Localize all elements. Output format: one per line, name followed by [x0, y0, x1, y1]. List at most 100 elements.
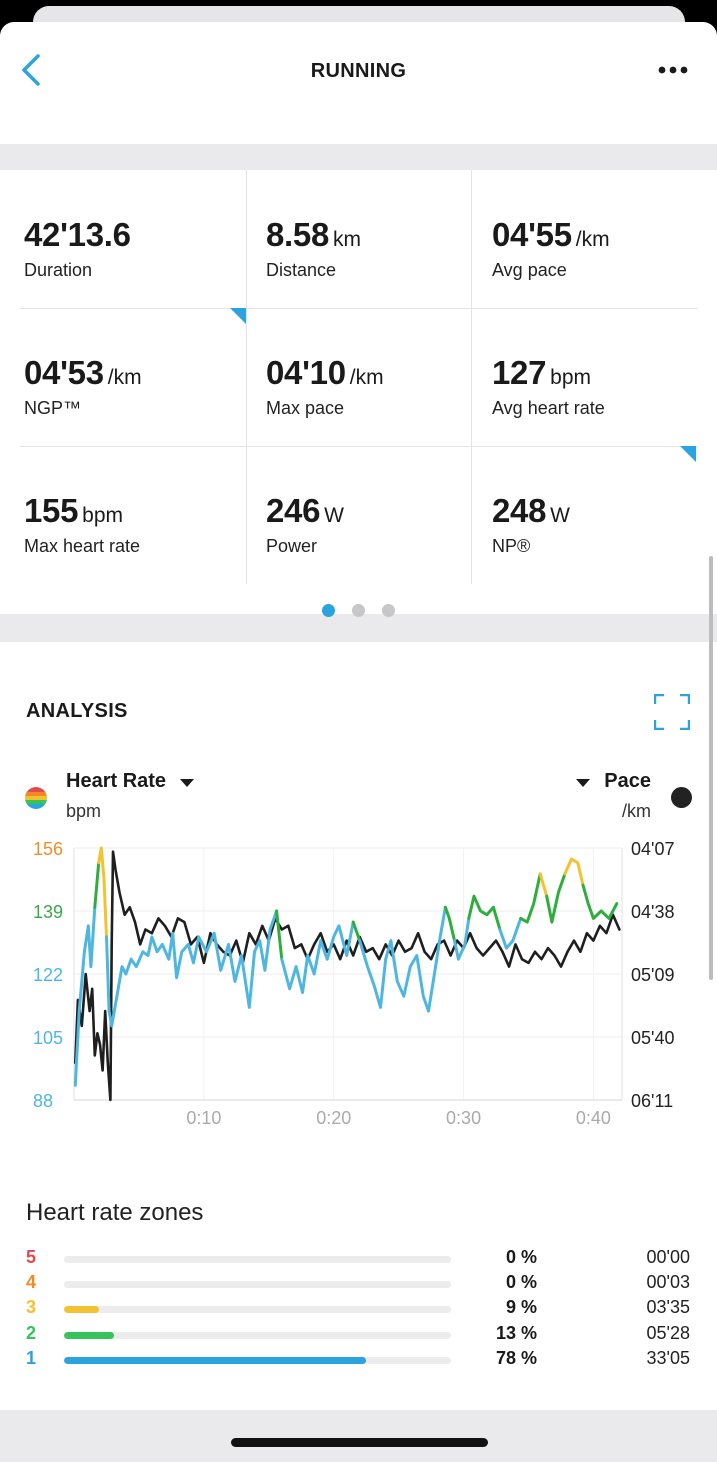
zone-bar-track: [64, 1281, 451, 1289]
stat-value: 42'13.6: [24, 216, 131, 253]
scrollbar[interactable]: [709, 556, 713, 980]
stat-unit: /km: [349, 366, 384, 389]
back-button[interactable]: [18, 52, 48, 88]
y-right-tick-label: 05'09: [631, 965, 674, 985]
zone-time: 00'03: [646, 1272, 690, 1293]
expand-icon: [653, 693, 691, 731]
stat-label: Duration: [24, 260, 93, 280]
stat-label: Max heart rate: [24, 536, 141, 556]
zone-bar-fill: [64, 1331, 115, 1339]
heart-rate-series-segment: [581, 883, 619, 920]
heart-rate-series-segment: [519, 872, 542, 924]
more-options-button[interactable]: [657, 60, 689, 80]
stat-label: Max pace: [266, 398, 345, 418]
zone-bar-track: [64, 1306, 451, 1314]
chevron-left-icon: [22, 54, 40, 86]
heart-rate-pace-chart[interactable]: 156 04'07 139 04'38 122 05'09 105 05'40 88 06'11 0…: [0, 832, 717, 1172]
stat-value: 246: [266, 492, 321, 529]
heart-rate-series-segment: [97, 846, 108, 939]
fullscreen-button[interactable]: [653, 693, 691, 731]
heart-rate-series-segment: [93, 861, 101, 909]
stat-value: 248: [492, 492, 547, 529]
heart-rate-series-segment: [358, 905, 447, 1013]
stat-label: NP®: [492, 536, 531, 556]
y-left-tick-label: 139: [33, 902, 63, 922]
y-left-tick-label: 88: [33, 1091, 53, 1111]
y-right-tick-label: 04'38: [631, 902, 674, 922]
stat-distance: 8.58 km Distance: [242, 170, 467, 308]
bottom-section-divider: [0, 1410, 717, 1462]
left-metric-unit: bpm: [66, 801, 102, 821]
info-corner-marker: [680, 446, 696, 462]
grid-divider: [20, 308, 698, 309]
pace-legend-icon: [671, 787, 692, 808]
zone-bar-fill: [64, 1306, 99, 1314]
dropdown-arrow-icon: [576, 778, 591, 787]
zone-bar-track: [64, 1356, 451, 1364]
zone-bar-track: [64, 1331, 451, 1339]
y-left-tick-label: 156: [33, 839, 63, 859]
heart-rate-series-segment: [275, 909, 284, 961]
stat-ngp[interactable]: 04'53/km NGP™: [0, 308, 225, 446]
home-indicator[interactable]: [231, 1438, 488, 1447]
heart-rate-series-segment: [351, 920, 362, 943]
stat-value: 8.58: [266, 216, 330, 253]
left-metric-dropdown[interactable]: Heart Rate: [66, 770, 195, 793]
zone-number: 5: [26, 1247, 37, 1267]
heart-rate-series-segment: [453, 916, 471, 961]
zone-number: 3: [26, 1297, 37, 1318]
zone-row-2: 2 13 % 05'28: [0, 1323, 717, 1347]
zone-bar-fill: [64, 1356, 366, 1364]
stat-max-pace: 04'10/km Max pace: [242, 308, 467, 446]
dropdown-arrow-icon: [180, 778, 195, 787]
heart-rate-series-segment: [105, 909, 279, 1028]
stat-label: Power: [266, 536, 318, 556]
heart-rate-series-segment: [498, 916, 523, 950]
page-dot-3[interactable]: [382, 604, 395, 617]
heart-rate-series-segment: [563, 857, 585, 887]
page-dot-1[interactable]: [322, 604, 335, 617]
grid-divider: [471, 170, 472, 584]
zone-row-3: 3 9 % 03'35: [0, 1297, 717, 1321]
zone-time: 33'05: [646, 1347, 690, 1368]
x-tick-label: 0:20: [316, 1108, 351, 1128]
stat-max-heart-rate: 155 bpm Max heart rate: [0, 446, 225, 584]
stat-unit: bpm: [82, 504, 124, 527]
zone-time: 05'28: [646, 1322, 690, 1343]
section-divider: [0, 614, 717, 642]
info-corner-marker: [230, 308, 246, 324]
zone-number: 1: [26, 1347, 37, 1368]
right-metric-dropdown[interactable]: Pace: [576, 770, 651, 793]
zone-row-4: 4 0 % 00'03: [0, 1272, 717, 1296]
grid-divider: [246, 170, 247, 584]
stat-value: 155: [24, 492, 79, 529]
heart-rate-series-segment: [73, 905, 97, 1087]
stat-unit: /km: [107, 366, 142, 389]
zone-row-5: 5 0 % 00'00: [0, 1247, 717, 1271]
zone-number: 2: [26, 1322, 37, 1343]
page-indicator[interactable]: [0, 604, 717, 617]
right-metric-name: Pace: [604, 770, 651, 792]
zone-percent: 13 %: [495, 1322, 537, 1343]
stat-avg-pace: 04'55/km Avg pace: [468, 170, 693, 308]
stat-unit: /km: [575, 228, 610, 251]
zone-bar-track: [64, 1256, 451, 1263]
stat-unit: W: [550, 504, 570, 527]
page-title: RUNNING: [310, 60, 407, 82]
x-tick-label: 0:10: [186, 1108, 221, 1128]
stat-unit: bpm: [550, 366, 592, 389]
stat-np[interactable]: 248 W NP®: [468, 446, 693, 584]
stat-duration: 42'13.6 Duration: [0, 170, 225, 308]
summary-stats-grid[interactable]: 42'13.6 Duration 8.58 km Distance 04'55/k…: [0, 170, 717, 617]
page-dot-2[interactable]: [352, 604, 365, 617]
heart-rate-series-segment: [443, 905, 456, 943]
y-right-tick-label: 06'11: [631, 1091, 673, 1111]
zone-time: 03'35: [646, 1297, 690, 1318]
analysis-section: ANALYSIS Heart Rate bpm: [0, 642, 717, 1412]
analysis-title: ANALYSIS: [26, 700, 128, 722]
app-screen: RUNNING 42'13.6 Duration 8.58 km Distance…: [0, 22, 717, 1484]
heart-rate-series-segment: [545, 872, 567, 924]
y-right-tick-label: 04'07: [631, 839, 674, 859]
heart-rate-series-segment: [280, 920, 355, 994]
stat-label: Avg heart rate: [492, 398, 605, 418]
